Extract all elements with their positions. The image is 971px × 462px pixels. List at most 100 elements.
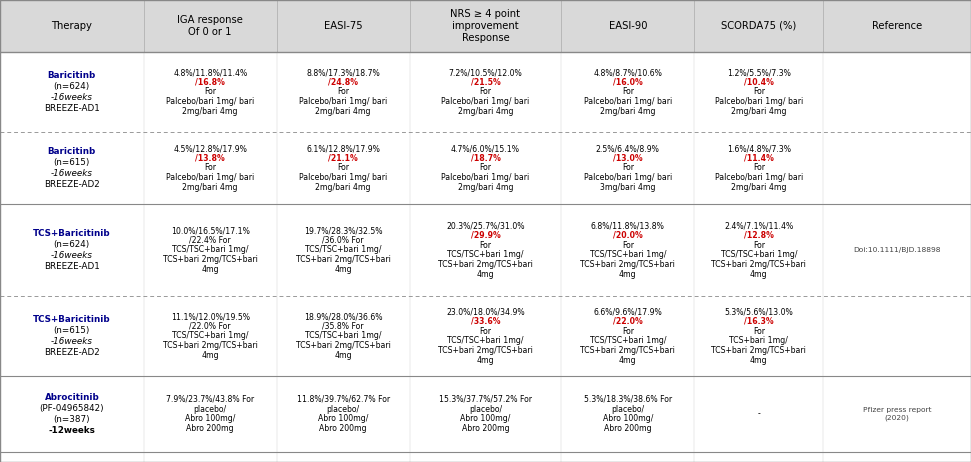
Text: TCS/TSC+bari 1mg/: TCS/TSC+bari 1mg/ <box>448 250 523 259</box>
Text: /21.1%: /21.1% <box>328 154 358 163</box>
Text: Abrocitinib: Abrocitinib <box>45 393 99 402</box>
Text: TCS/TSC+bari 1mg/: TCS/TSC+bari 1mg/ <box>589 336 666 346</box>
Text: 4.8%/11.8%/11.4%: 4.8%/11.8%/11.4% <box>173 68 248 77</box>
Text: SCORDA75 (%): SCORDA75 (%) <box>721 21 796 31</box>
Text: 5.3%/5.6%/13.0%: 5.3%/5.6%/13.0% <box>724 307 793 316</box>
Bar <box>0 0 971 52</box>
Text: For: For <box>753 87 765 97</box>
Text: For: For <box>204 164 217 172</box>
Text: /33.6%: /33.6% <box>471 317 500 326</box>
Text: 7.2%/10.5%/12.0%: 7.2%/10.5%/12.0% <box>449 68 522 77</box>
Text: 2mg/bari 4mg: 2mg/bari 4mg <box>457 183 514 192</box>
Text: TCS/TSC+bari 1mg/: TCS/TSC+bari 1mg/ <box>172 245 249 255</box>
Text: (n=387): (n=387) <box>53 415 90 424</box>
Text: 8.8%/17.3%/18.7%: 8.8%/17.3%/18.7% <box>307 68 380 77</box>
Text: 4mg: 4mg <box>619 356 637 365</box>
Text: (n=615): (n=615) <box>53 326 90 335</box>
Text: 2.5%/6.4%/8.9%: 2.5%/6.4%/8.9% <box>596 144 659 153</box>
Text: 11.1%/12.0%/19.5%: 11.1%/12.0%/19.5% <box>171 312 250 321</box>
Text: TCS+bari 2mg/TCS+bari: TCS+bari 2mg/TCS+bari <box>581 346 675 355</box>
Text: Reference: Reference <box>872 21 922 31</box>
Text: Abro 200mg: Abro 200mg <box>186 424 234 433</box>
Text: 2mg/bari 4mg: 2mg/bari 4mg <box>316 183 371 192</box>
Text: For: For <box>753 241 765 249</box>
Text: TCS+bari 2mg/TCS+bari: TCS+bari 2mg/TCS+bari <box>296 341 390 350</box>
Text: NRS ≥ 4 point
improvement
Response: NRS ≥ 4 point improvement Response <box>451 9 520 43</box>
Text: /35.8% For: /35.8% For <box>322 322 364 331</box>
Text: 6.6%/9.6%/17.9%: 6.6%/9.6%/17.9% <box>593 307 662 316</box>
Text: TCS/TSC+bari 1mg/: TCS/TSC+bari 1mg/ <box>172 332 249 340</box>
Text: Palcebo/bari 1mg/ bari: Palcebo/bari 1mg/ bari <box>166 97 254 106</box>
Text: /18.7%: /18.7% <box>471 154 500 163</box>
Text: Palcebo/bari 1mg/ bari: Palcebo/bari 1mg/ bari <box>442 173 529 182</box>
Text: 4mg: 4mg <box>750 270 768 279</box>
Text: Palcebo/bari 1mg/ bari: Palcebo/bari 1mg/ bari <box>299 97 387 106</box>
Text: /22.4% For: /22.4% For <box>189 236 231 245</box>
Text: For: For <box>480 87 491 97</box>
Text: For: For <box>337 164 350 172</box>
Text: Baricitinb: Baricitinb <box>48 147 96 156</box>
Text: For: For <box>753 327 765 335</box>
Text: Abro 100mg/: Abro 100mg/ <box>460 414 511 423</box>
Text: TCS/TSC+bari 1mg/: TCS/TSC+bari 1mg/ <box>448 336 523 346</box>
Text: For: For <box>621 241 634 249</box>
Text: 2mg/bari 4mg: 2mg/bari 4mg <box>316 107 371 116</box>
Text: TCS+bari 2mg/TCS+bari: TCS+bari 2mg/TCS+bari <box>163 341 257 350</box>
Text: 2mg/bari 4mg: 2mg/bari 4mg <box>731 183 787 192</box>
Text: 2.4%/7.1%/11.4%: 2.4%/7.1%/11.4% <box>724 221 793 230</box>
Text: 4mg: 4mg <box>201 265 219 274</box>
Text: Palcebo/bari 1mg/ bari: Palcebo/bari 1mg/ bari <box>442 97 529 106</box>
Text: 4.8%/8.7%/10.6%: 4.8%/8.7%/10.6% <box>593 68 662 77</box>
Text: /11.4%: /11.4% <box>744 154 774 163</box>
Text: 1.2%/5.5%/7.3%: 1.2%/5.5%/7.3% <box>727 68 790 77</box>
Text: Palcebo/bari 1mg/ bari: Palcebo/bari 1mg/ bari <box>715 173 803 182</box>
Text: Palcebo/bari 1mg/ bari: Palcebo/bari 1mg/ bari <box>715 97 803 106</box>
Text: BREEZE-AD2: BREEZE-AD2 <box>44 180 100 189</box>
Text: -12weeks: -12weeks <box>49 426 95 435</box>
Text: TCS/TSC+bari 1mg/: TCS/TSC+bari 1mg/ <box>305 245 382 255</box>
Text: TCS/TSC+bari 1mg/: TCS/TSC+bari 1mg/ <box>305 332 382 340</box>
Text: TCS+bari 2mg/TCS+bari: TCS+bari 2mg/TCS+bari <box>581 260 675 269</box>
Text: BREEZE-AD1: BREEZE-AD1 <box>44 262 100 271</box>
Text: TCS+bari 1mg/: TCS+bari 1mg/ <box>729 336 788 346</box>
Text: (PF-04965842): (PF-04965842) <box>40 404 104 413</box>
Text: /13.0%: /13.0% <box>613 154 643 163</box>
Text: 7.9%/23.7%/43.8% For: 7.9%/23.7%/43.8% For <box>166 395 254 404</box>
Text: /20.0%: /20.0% <box>613 231 643 240</box>
Text: Baricitinb: Baricitinb <box>48 71 96 80</box>
Text: 4.5%/12.8%/17.9%: 4.5%/12.8%/17.9% <box>173 144 248 153</box>
Text: /36.0% For: /36.0% For <box>322 236 364 245</box>
Text: placebo/: placebo/ <box>193 405 227 413</box>
Text: Doi:10.1111/BJD.18898: Doi:10.1111/BJD.18898 <box>854 247 941 253</box>
Text: Palcebo/bari 1mg/ bari: Palcebo/bari 1mg/ bari <box>584 173 672 182</box>
Text: Palcebo/bari 1mg/ bari: Palcebo/bari 1mg/ bari <box>299 173 387 182</box>
Text: /13.8%: /13.8% <box>195 154 225 163</box>
Text: /22.0%: /22.0% <box>613 317 643 326</box>
Text: -: - <box>757 409 760 419</box>
Text: TCS+bari 2mg/TCS+bari: TCS+bari 2mg/TCS+bari <box>296 255 390 264</box>
Text: 11.8%/39.7%/62.7% For: 11.8%/39.7%/62.7% For <box>297 395 389 404</box>
Text: Abro 200mg: Abro 200mg <box>319 424 367 433</box>
Text: 23.0%/18.0%/34.9%: 23.0%/18.0%/34.9% <box>447 307 524 316</box>
Text: /16.0%: /16.0% <box>613 78 643 87</box>
Text: TCS+bari 2mg/TCS+bari: TCS+bari 2mg/TCS+bari <box>712 260 806 269</box>
Text: -16weeks: -16weeks <box>50 93 93 102</box>
Text: BREEZE-AD1: BREEZE-AD1 <box>44 104 100 113</box>
Text: /21.5%: /21.5% <box>471 78 500 87</box>
Text: 6.1%/12.8%/17.9%: 6.1%/12.8%/17.9% <box>306 144 381 153</box>
Text: 4mg: 4mg <box>477 356 494 365</box>
Text: TCS+Baricitinib: TCS+Baricitinib <box>33 315 111 324</box>
Text: Palcebo/bari 1mg/ bari: Palcebo/bari 1mg/ bari <box>584 97 672 106</box>
Text: -16weeks: -16weeks <box>50 251 93 260</box>
Text: 3mg/bari 4mg: 3mg/bari 4mg <box>600 183 655 192</box>
Text: 2mg/bari 4mg: 2mg/bari 4mg <box>457 107 514 116</box>
Text: placebo/: placebo/ <box>326 405 360 413</box>
Text: 2mg/bari 4mg: 2mg/bari 4mg <box>183 183 238 192</box>
Text: For: For <box>480 164 491 172</box>
Text: placebo/: placebo/ <box>469 405 502 413</box>
Text: (n=624): (n=624) <box>53 82 90 91</box>
Text: /16.8%: /16.8% <box>195 78 225 87</box>
Text: (n=615): (n=615) <box>53 158 90 167</box>
Text: For: For <box>480 327 491 335</box>
Text: BREEZE-AD2: BREEZE-AD2 <box>44 348 100 357</box>
